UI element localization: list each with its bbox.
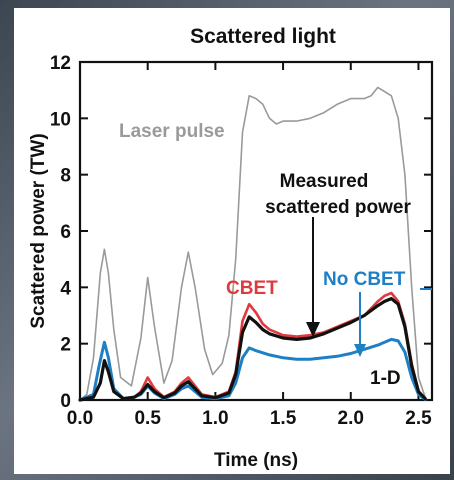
axis-ticks: 0.0 0.5 1.0 1.5 2.0 2.5 0 2 4 6 8 10 12 (50, 53, 432, 429)
chart-title: Scattered light (190, 25, 336, 48)
y-tick-label: 2 (60, 335, 71, 356)
measured-label: Measured (280, 171, 369, 192)
x-tick-label: 1.0 (202, 408, 228, 429)
x-tick-label: 1.5 (270, 408, 297, 429)
y-tick-label: 10 (50, 109, 71, 130)
series-layer (78, 86, 427, 402)
no-cbet-label: No CBET (323, 269, 406, 290)
y-tick-label: 6 (60, 222, 71, 243)
x-tick-label: 2.0 (338, 408, 364, 429)
x-axis-label: Time (ns) (214, 450, 298, 471)
x-tick-label: 0.5 (134, 408, 161, 429)
x-tick-label: 0.0 (67, 408, 93, 429)
series-line-laser-pulse (79, 86, 426, 401)
y-tick-label: 8 (60, 166, 71, 187)
y-tick-label: 12 (50, 53, 71, 74)
one-d-label: 1-D (370, 368, 401, 389)
measured-arrow-head (306, 322, 320, 337)
scattered-power-label: scattered power (265, 197, 411, 218)
series-line-measured-scattered-power (78, 297, 427, 402)
y-axis-label: Scattered power (TW) (28, 133, 49, 328)
no-cbet-arrow-head (354, 344, 366, 357)
x-tick-label: 2.5 (405, 408, 432, 429)
laser-pulse-label: Laser pulse (119, 121, 225, 142)
y-tick-label: 4 (60, 278, 71, 299)
cbet-label: CBET (226, 278, 278, 299)
y-tick-label: 0 (60, 391, 71, 412)
